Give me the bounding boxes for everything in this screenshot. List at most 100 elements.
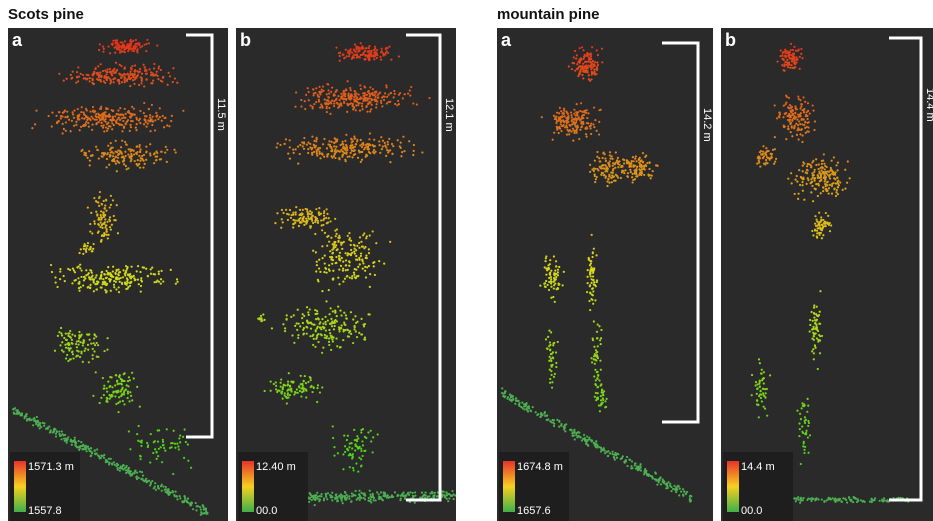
ground-point: [348, 495, 350, 497]
point: [803, 441, 805, 443]
point: [807, 436, 809, 438]
point: [809, 330, 811, 332]
point: [103, 130, 105, 132]
point: [101, 227, 103, 229]
point: [329, 145, 331, 147]
point: [344, 159, 346, 161]
point: [102, 70, 104, 72]
point: [176, 443, 178, 445]
point: [102, 211, 104, 213]
point: [115, 156, 117, 158]
point: [115, 374, 117, 376]
point: [347, 335, 349, 337]
point: [577, 75, 579, 77]
ground-point: [342, 502, 344, 504]
point: [596, 156, 598, 158]
point: [589, 164, 591, 166]
point: [322, 143, 324, 145]
point: [125, 113, 127, 115]
ground-point: [359, 499, 361, 501]
point: [815, 324, 817, 326]
point: [837, 182, 839, 184]
ground-point: [67, 436, 69, 438]
point: [543, 283, 545, 285]
point: [578, 66, 580, 68]
point: [171, 115, 173, 117]
point: [257, 318, 259, 320]
ground-point: [380, 491, 382, 493]
point: [593, 68, 595, 70]
point: [150, 433, 152, 435]
ground-point: [33, 418, 35, 420]
point: [298, 220, 300, 222]
point: [339, 103, 341, 105]
point: [380, 100, 382, 102]
point: [332, 336, 334, 338]
point: [125, 168, 127, 170]
point: [643, 174, 645, 176]
point: [340, 265, 342, 267]
point: [318, 267, 320, 269]
point: [87, 122, 89, 124]
point: [140, 290, 142, 292]
point: [83, 340, 85, 342]
point: [369, 86, 371, 88]
point: [351, 150, 353, 152]
point: [126, 78, 128, 80]
point: [121, 140, 123, 142]
point: [113, 215, 115, 217]
ground-point: [685, 493, 687, 495]
ground-point: [391, 494, 393, 496]
point: [633, 166, 635, 168]
point: [85, 269, 87, 271]
point: [358, 151, 360, 153]
point: [324, 321, 326, 323]
point: [800, 103, 802, 105]
point: [153, 153, 155, 155]
point: [320, 328, 322, 330]
point: [309, 210, 311, 212]
point: [105, 126, 107, 128]
point: [157, 440, 159, 442]
point: [815, 326, 817, 328]
point: [620, 177, 622, 179]
point: [131, 372, 133, 374]
point: [118, 113, 120, 115]
point: [82, 74, 84, 76]
panel: 11.5 ma1571.3 m1557.8: [8, 28, 228, 521]
point: [340, 314, 342, 316]
point: [361, 440, 363, 442]
point: [837, 186, 839, 188]
point: [812, 348, 814, 350]
point: [373, 152, 375, 154]
point: [85, 121, 87, 123]
ground-point: [319, 498, 321, 500]
point: [366, 235, 368, 237]
point: [118, 286, 120, 288]
point: [91, 275, 93, 277]
point: [141, 158, 143, 160]
point: [638, 159, 640, 161]
point: [816, 232, 818, 234]
point: [799, 184, 801, 186]
point: [573, 62, 575, 64]
point: [353, 135, 355, 137]
point: [129, 285, 131, 287]
point: [100, 240, 102, 242]
point: [313, 151, 315, 153]
point: [108, 113, 110, 115]
ground-point: [351, 492, 353, 494]
point: [802, 177, 804, 179]
point: [155, 159, 157, 161]
point: [837, 169, 839, 171]
point: [782, 52, 784, 54]
point: [550, 370, 552, 372]
point: [769, 159, 771, 161]
point: [119, 119, 121, 121]
point: [794, 112, 796, 114]
point: [287, 381, 289, 383]
point: [164, 117, 166, 119]
point: [321, 386, 323, 388]
point: [137, 265, 139, 267]
point: [595, 352, 597, 354]
